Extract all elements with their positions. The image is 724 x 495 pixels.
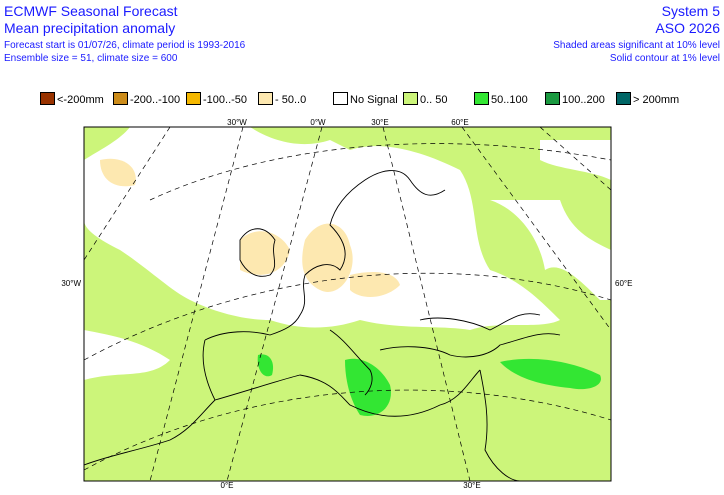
legend-item: 0.. 50 (403, 92, 448, 106)
title: ECMWF Seasonal Forecast (4, 3, 178, 19)
legend-item: No Signal (333, 92, 398, 106)
no-signal-area (490, 200, 611, 300)
graticule (84, 127, 611, 481)
graticule-labels: 30°W 0°W 30°E 60°E 30°W 60°E 0°E 30°E (61, 118, 632, 490)
graticule-label: 60°E (615, 279, 632, 288)
wet-anomaly (257, 354, 274, 377)
legend-swatch (403, 92, 418, 105)
no-signal-area (84, 330, 170, 380)
legend: <-200mm -200..-100 -100..-50 - 50..0 No Sign… (0, 92, 724, 108)
map-frame (83, 126, 612, 482)
legend-item: - 50..0 (258, 92, 306, 106)
legend-label: -100..-50 (203, 94, 248, 106)
graticule-label: 30°W (61, 279, 81, 288)
legend-swatch (113, 92, 128, 105)
map-area (84, 127, 611, 481)
legend-label: -200..-100 (130, 94, 181, 106)
coastlines (84, 170, 561, 481)
legend-label: 100..200 (562, 94, 605, 106)
graticule-label: 60°E (451, 118, 468, 127)
header-right: System 5 ASO 2026 Shaded areas significa… (553, 3, 720, 65)
legend-swatch (333, 92, 348, 105)
legend-label: <-200mm (57, 94, 104, 106)
legend-item: 100..200 (545, 92, 605, 106)
wet-anomaly (345, 358, 391, 416)
system: System 5 (661, 3, 720, 19)
graticule-label: 0°W (310, 118, 326, 127)
legend-label: - 50..0 (275, 94, 307, 106)
graticule-label: 30°E (463, 481, 480, 490)
dry-anomaly (350, 272, 400, 297)
graticule-label: 30°W (227, 118, 247, 127)
graticule-label: 30°E (371, 118, 388, 127)
legend-item: <-200mm (40, 92, 104, 106)
dry-anomaly (100, 158, 136, 187)
dry-anomaly (302, 223, 353, 292)
info: Forecast start is 01/07/26, climate peri… (4, 40, 246, 51)
legend-label: 50..100 (491, 94, 528, 106)
wet-anomaly (500, 358, 601, 390)
legend-label: > 200mm (633, 94, 680, 106)
legend-swatch (258, 92, 273, 105)
legend-item: 50..100 (474, 92, 528, 106)
graticule-label: 0°E (221, 481, 234, 490)
no-signal-area (540, 140, 611, 180)
legend-item: > 200mm (616, 92, 679, 106)
legend-item: -100..-50 (186, 92, 247, 106)
dry-anomaly (240, 231, 290, 275)
info: Solid contour at 1% level (609, 53, 720, 64)
info: Ensemble size = 51, climate size = 600 (4, 53, 178, 64)
header-left: ECMWF Seasonal Forecast Mean precipitati… (4, 3, 245, 65)
legend-swatch (186, 92, 201, 105)
legend-swatch (616, 92, 631, 105)
legend-label: 0.. 50 (420, 94, 448, 106)
legend-swatch (545, 92, 560, 105)
legend-label: No Signal (350, 94, 398, 106)
legend-swatch (40, 92, 55, 105)
subtitle: Mean precipitation anomaly (4, 20, 176, 36)
legend-swatch (474, 92, 489, 105)
info: Shaded areas significant at 10% level (553, 40, 720, 51)
period: ASO 2026 (655, 20, 720, 36)
legend-item: -200..-100 (113, 92, 180, 106)
